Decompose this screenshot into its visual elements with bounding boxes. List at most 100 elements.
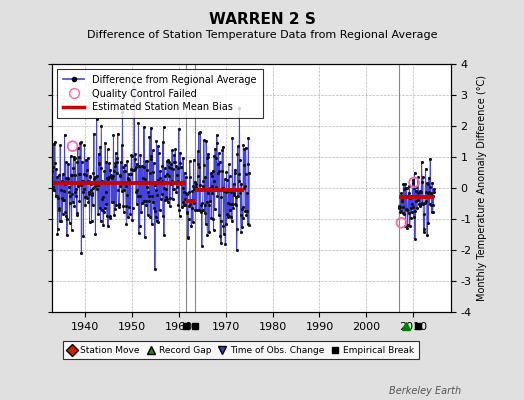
Point bbox=[172, 189, 181, 195]
Point bbox=[96, 144, 104, 150]
Point bbox=[244, 134, 253, 141]
Point bbox=[210, 227, 218, 233]
Point bbox=[402, 205, 410, 212]
Point bbox=[55, 172, 63, 178]
Point bbox=[121, 162, 129, 168]
Point bbox=[154, 218, 162, 225]
Point bbox=[405, 210, 413, 216]
Point bbox=[77, 250, 85, 256]
Point bbox=[123, 158, 132, 164]
Point bbox=[90, 131, 98, 137]
Point bbox=[112, 202, 121, 208]
Point bbox=[84, 155, 92, 161]
Point bbox=[75, 171, 84, 177]
Point bbox=[403, 222, 412, 228]
Point bbox=[398, 210, 407, 216]
Point bbox=[134, 120, 143, 126]
Point bbox=[187, 201, 195, 207]
Point bbox=[187, 223, 195, 230]
Point bbox=[243, 190, 251, 196]
Point bbox=[81, 194, 89, 200]
Point bbox=[49, 164, 57, 170]
Point bbox=[215, 212, 223, 218]
Point bbox=[410, 185, 418, 192]
Point bbox=[214, 161, 222, 167]
Point bbox=[67, 153, 75, 159]
Point bbox=[177, 164, 185, 170]
Point bbox=[127, 166, 135, 172]
Point bbox=[213, 193, 222, 199]
Point bbox=[66, 220, 74, 226]
Point bbox=[129, 167, 137, 173]
Point bbox=[191, 180, 200, 187]
Point bbox=[151, 187, 160, 194]
Point bbox=[124, 176, 133, 182]
Point bbox=[71, 172, 79, 178]
Point bbox=[216, 218, 225, 224]
Point bbox=[205, 228, 213, 235]
Point bbox=[193, 173, 202, 180]
Point bbox=[133, 187, 141, 193]
Point bbox=[245, 222, 253, 228]
Point bbox=[99, 221, 107, 228]
Point bbox=[112, 155, 121, 162]
Point bbox=[58, 211, 67, 217]
Point bbox=[230, 181, 238, 187]
Point bbox=[195, 163, 204, 170]
Point bbox=[395, 205, 403, 212]
Point bbox=[422, 198, 431, 204]
Point bbox=[83, 194, 91, 201]
Point bbox=[163, 158, 171, 164]
Point bbox=[184, 234, 192, 240]
Point bbox=[78, 178, 86, 184]
Point bbox=[60, 196, 68, 203]
Point bbox=[104, 223, 112, 229]
Point bbox=[188, 197, 196, 204]
Point bbox=[199, 182, 207, 189]
Point bbox=[158, 178, 166, 184]
Point bbox=[177, 164, 185, 170]
Point bbox=[54, 207, 63, 214]
Point bbox=[237, 229, 245, 235]
Point bbox=[197, 202, 205, 208]
Point bbox=[190, 186, 199, 192]
Point bbox=[131, 150, 139, 157]
Point bbox=[407, 205, 415, 212]
Point bbox=[159, 213, 167, 220]
Point bbox=[152, 138, 161, 144]
Point bbox=[85, 191, 93, 197]
Point bbox=[241, 146, 249, 152]
Point bbox=[120, 186, 128, 193]
Point bbox=[72, 210, 81, 216]
Point bbox=[197, 208, 205, 215]
Point bbox=[192, 207, 201, 213]
Point bbox=[208, 173, 216, 179]
Point bbox=[151, 266, 159, 272]
Point bbox=[92, 116, 101, 122]
Point bbox=[159, 124, 168, 131]
Point bbox=[150, 205, 158, 211]
Point bbox=[234, 193, 243, 199]
Y-axis label: Monthly Temperature Anomaly Difference (°C): Monthly Temperature Anomaly Difference (… bbox=[477, 75, 487, 301]
Point bbox=[212, 155, 220, 162]
Point bbox=[171, 180, 180, 186]
Point bbox=[194, 161, 202, 168]
Point bbox=[211, 206, 219, 212]
Point bbox=[417, 201, 425, 208]
Point bbox=[236, 212, 245, 218]
Point bbox=[61, 181, 69, 187]
Point bbox=[130, 79, 138, 85]
Point bbox=[123, 175, 132, 181]
Point bbox=[242, 145, 250, 151]
Point bbox=[217, 168, 226, 174]
Point bbox=[166, 202, 174, 209]
Point bbox=[406, 222, 414, 229]
Point bbox=[140, 234, 149, 240]
Point bbox=[80, 171, 88, 178]
Point bbox=[84, 189, 93, 196]
Point bbox=[416, 187, 424, 194]
Point bbox=[219, 144, 227, 150]
Legend: Station Move, Record Gap, Time of Obs. Change, Empirical Break: Station Move, Record Gap, Time of Obs. C… bbox=[63, 342, 419, 360]
Point bbox=[167, 164, 175, 171]
Point bbox=[154, 142, 162, 149]
